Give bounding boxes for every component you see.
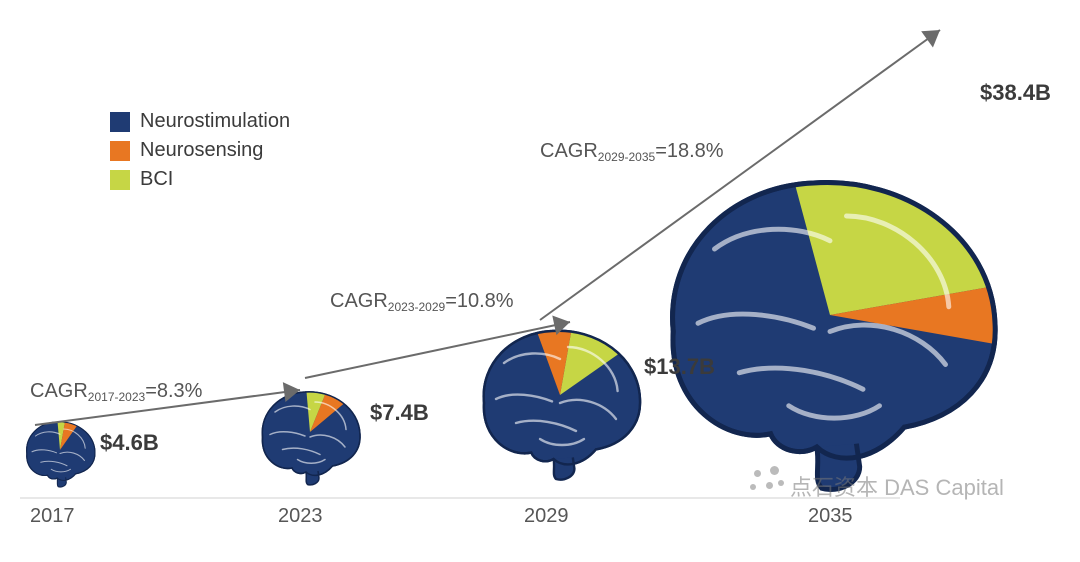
- legend-label: Neurosensing: [140, 139, 263, 162]
- cagr-sub: 2029-2035: [598, 150, 655, 164]
- legend-label: Neurostimulation: [140, 110, 290, 133]
- value-label-2023: $7.4B: [370, 400, 429, 426]
- legend-swatch: [110, 112, 130, 132]
- cagr-eq: =8.3%: [145, 380, 202, 402]
- market-growth-infographic: NeurostimulationNeurosensingBCI 点石资本 DAS…: [0, 0, 1080, 562]
- cagr-prefix: CAGR: [540, 140, 598, 162]
- value-label-2017: $4.6B: [100, 430, 159, 456]
- brain-2023: [262, 362, 363, 485]
- cagr-label-cagr1: CAGR2017-2023=8.3%: [30, 380, 202, 403]
- legend-item-bci: BCI: [110, 168, 290, 191]
- cagr-prefix: CAGR: [330, 290, 388, 312]
- legend-item-neurosensing: Neurosensing: [110, 139, 290, 162]
- year-label-2035: 2035: [808, 505, 853, 528]
- legend-item-neurostimulation: Neurostimulation: [110, 110, 290, 133]
- value-label-2035: $38.4B: [980, 80, 1051, 106]
- brain-2035: [673, 84, 1061, 490]
- legend: Neurostimulation Neurosensing BCI: [110, 110, 290, 197]
- legend-swatch: [110, 141, 130, 161]
- brain-2017: [27, 401, 95, 487]
- watermark-icon: [748, 466, 788, 496]
- value-label-2029: $13.7B: [644, 354, 715, 380]
- cagr-eq: =10.8%: [445, 290, 513, 312]
- legend-swatch: [110, 170, 130, 190]
- year-label-2023: 2023: [278, 505, 323, 528]
- cagr-prefix: CAGR: [30, 380, 88, 402]
- legend-label: BCI: [140, 168, 173, 191]
- year-label-2017: 2017: [30, 505, 75, 528]
- cagr-sub: 2017-2023: [88, 390, 145, 404]
- cagr-label-cagr3: CAGR2029-2035=18.8%: [540, 140, 724, 163]
- graphics-canvas: [0, 0, 1080, 562]
- cagr-sub: 2023-2029: [388, 300, 445, 314]
- cagr-eq: =18.8%: [655, 140, 723, 162]
- year-label-2029: 2029: [524, 505, 569, 528]
- cagr-label-cagr2: CAGR2023-2029=10.8%: [330, 290, 514, 313]
